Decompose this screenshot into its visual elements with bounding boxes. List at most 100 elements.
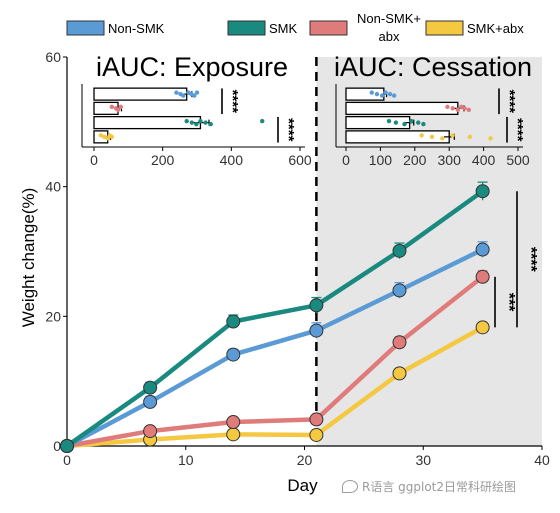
inset-data-dot bbox=[369, 90, 374, 95]
inset-data-dot bbox=[189, 120, 195, 125]
inset-data-dot bbox=[467, 134, 473, 140]
y-tick-label: 20 bbox=[45, 308, 61, 324]
data-point bbox=[475, 320, 490, 335]
series-line bbox=[64, 247, 485, 449]
inset-data-dot bbox=[192, 93, 197, 98]
inset-data-dot bbox=[174, 90, 179, 95]
data-point bbox=[392, 243, 407, 258]
significance-label: **** bbox=[522, 247, 539, 273]
inset-data-dot bbox=[203, 120, 208, 125]
inset-data-dot bbox=[198, 118, 203, 124]
inset-x-tick-label: 500 bbox=[506, 152, 530, 168]
inset-significance-label: **** bbox=[224, 90, 241, 114]
inset-data-dot bbox=[455, 107, 460, 113]
inset-significance-label: **** bbox=[501, 90, 518, 114]
inset-data-dot bbox=[419, 133, 424, 138]
legend-swatch bbox=[425, 20, 464, 36]
data-point bbox=[226, 427, 241, 442]
y-tick-label: 0 bbox=[53, 438, 61, 454]
data-point bbox=[309, 298, 324, 313]
data-point bbox=[143, 424, 158, 439]
inset-data-dot bbox=[109, 104, 115, 110]
inset-data-dot bbox=[260, 118, 265, 124]
legend-label: Non-SMK bbox=[108, 21, 165, 36]
data-point bbox=[60, 439, 74, 453]
data-point bbox=[143, 394, 158, 409]
chat-bubble-icon bbox=[342, 480, 358, 493]
y-tick-label: 40 bbox=[45, 179, 61, 195]
data-point bbox=[392, 283, 407, 298]
inset-data-dot bbox=[450, 133, 455, 138]
inset-data-dot bbox=[181, 93, 186, 98]
legend-label: Non-SMK+ abx bbox=[357, 11, 421, 44]
data-point bbox=[309, 323, 324, 338]
inset-bar bbox=[345, 115, 411, 130]
x-tick-label: 30 bbox=[415, 452, 431, 468]
inset-data-dot bbox=[109, 134, 115, 140]
data-point bbox=[226, 415, 241, 430]
inset-data-dot bbox=[184, 118, 189, 124]
inset-title: iAUC: Exposure bbox=[96, 52, 288, 82]
series-line bbox=[64, 325, 485, 449]
inset-data-dot bbox=[115, 107, 121, 113]
inset-data-dot bbox=[466, 107, 472, 113]
x-tick-label: 10 bbox=[178, 452, 194, 468]
inset-bar bbox=[93, 115, 202, 130]
legend-swatch bbox=[227, 20, 266, 36]
inset-data-dot bbox=[194, 90, 200, 95]
x-axis-title: Day bbox=[287, 476, 318, 495]
legend-label: SMK+abx bbox=[467, 21, 524, 36]
inset-x-tick-label: 100 bbox=[369, 152, 393, 168]
inset-data-dot bbox=[98, 133, 104, 138]
inset-data-dot bbox=[445, 104, 450, 110]
inset-data-dot bbox=[488, 136, 493, 141]
inset-data-dot bbox=[118, 104, 123, 110]
data-point bbox=[143, 380, 158, 395]
inset-x-tick-label: 0 bbox=[90, 152, 98, 168]
inset-x-tick-label: 300 bbox=[438, 152, 462, 168]
inset-data-dot bbox=[450, 106, 455, 111]
x-tick-label: 0 bbox=[63, 452, 71, 468]
significance-label: *** bbox=[500, 293, 517, 312]
inset-data-dot bbox=[383, 90, 388, 95]
data-point bbox=[309, 412, 324, 427]
inset-x-tick-label: 400 bbox=[472, 152, 496, 168]
y-tick-label: 60 bbox=[45, 49, 61, 65]
inset-significance-label: **** bbox=[280, 118, 297, 142]
data-point bbox=[475, 269, 490, 284]
y-axis-title: Weight change(%) bbox=[19, 188, 38, 328]
inset-bar bbox=[93, 87, 188, 101]
inset-data-dot bbox=[429, 134, 435, 140]
data-point bbox=[475, 184, 490, 199]
watermark-text: R语言 ggplot2日常科研绘图 bbox=[362, 480, 517, 494]
data-point bbox=[309, 427, 324, 442]
inset-bar-chart: 0 200 400 600 iAUC: Exposure **** **** bbox=[81, 52, 312, 168]
inset-data-dot bbox=[208, 121, 213, 127]
inset-data-dot bbox=[194, 121, 199, 127]
inset-data-dot bbox=[391, 93, 397, 98]
series-line bbox=[64, 274, 485, 449]
inset-significance-label: **** bbox=[509, 118, 526, 142]
inset-x-tick-label: 400 bbox=[220, 152, 244, 168]
data-point bbox=[475, 242, 490, 257]
inset-bar bbox=[345, 101, 459, 116]
x-tick-label: 20 bbox=[297, 452, 313, 468]
inset-data-dot bbox=[416, 120, 421, 125]
legend-swatch bbox=[66, 20, 105, 36]
inset-data-dot bbox=[102, 134, 107, 140]
inset-data-dot bbox=[379, 93, 385, 98]
watermark: R语言 ggplot2日常科研绘图 bbox=[342, 478, 516, 495]
legend-swatch bbox=[309, 20, 348, 36]
inset-x-tick-label: 200 bbox=[151, 152, 175, 168]
data-point bbox=[226, 347, 241, 362]
inset-data-dot bbox=[393, 120, 399, 125]
inset-data-dot bbox=[402, 121, 407, 127]
inset-title: iAUC: Cessation bbox=[334, 52, 532, 82]
inset-bar-chart: 0 100 200 300 400 500 iAUC: Cessation **** **** bbox=[334, 52, 532, 168]
inset-x-tick-label: 600 bbox=[288, 152, 312, 168]
inset-data-dot bbox=[374, 91, 380, 97]
legend-label: SMK bbox=[269, 21, 298, 36]
inset-x-tick-label: 0 bbox=[342, 152, 350, 168]
inset-data-dot bbox=[459, 104, 464, 110]
data-point bbox=[392, 335, 407, 350]
